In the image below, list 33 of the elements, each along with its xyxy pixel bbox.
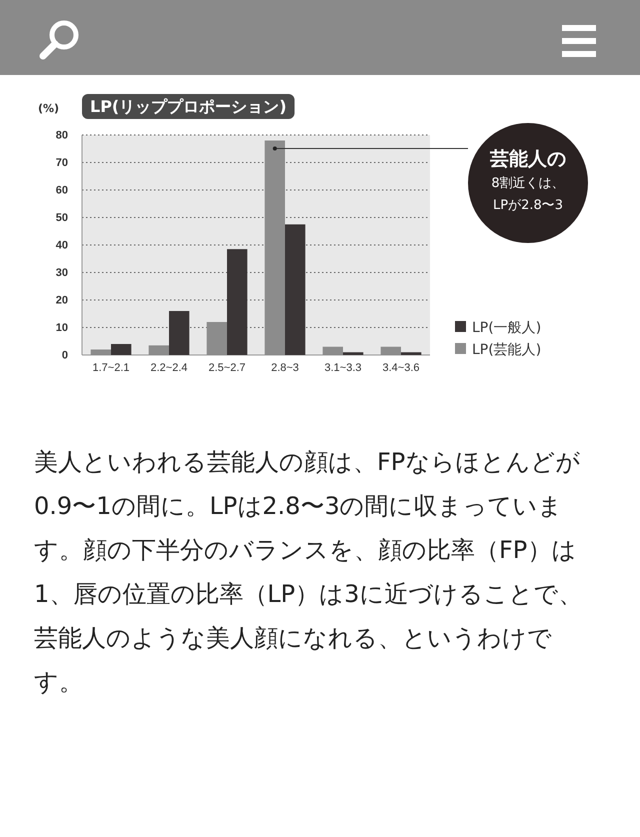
- bar: [111, 344, 132, 355]
- text: 美人といわれる芸能人の顔は、FPならほとんどが0.9〜1の間に。LPは2.8〜3の間に収まっています。顔の下半分のバランスを、顔の比率（FP）は1、唇の位置の比率（LP）は3に近づけることで、芸能人のような美人顔になれる、というわけです。: [34, 447, 584, 698]
- legend-label: LP(一般人): [472, 320, 542, 336]
- bar: [380, 346, 401, 355]
- y-tick-label: 0: [62, 350, 68, 362]
- y-tick-label: 60: [56, 184, 68, 197]
- y-axis-title: (%): [38, 102, 60, 115]
- bar: [343, 352, 364, 355]
- bar: [148, 345, 169, 355]
- chart-title: LP(リッププロポーション): [90, 97, 287, 116]
- bar: [322, 346, 343, 355]
- x-tick-label: 2.8~3: [271, 362, 299, 374]
- bar: [169, 311, 190, 355]
- x-tick-label: 1.7~2.1: [92, 362, 130, 374]
- legend-label: LP(芸能人): [472, 342, 542, 358]
- bar: [206, 322, 227, 355]
- y-tick-label: 30: [56, 267, 68, 280]
- bar: [264, 140, 285, 355]
- x-tick-label: 3.4~3.6: [382, 362, 420, 374]
- x-tick-label: 2.2~2.4: [150, 362, 188, 374]
- x-tick-label: 3.1~3.3: [324, 362, 362, 374]
- y-tick-label: 50: [56, 212, 68, 224]
- bar: [285, 224, 306, 355]
- bar: [90, 350, 111, 355]
- text: 芸能人の 8割近くは、 LPが2.8〜3: [489, 148, 566, 213]
- y-tick-label: 20: [56, 294, 68, 307]
- y-tick-label: 80: [56, 130, 68, 142]
- bar: [401, 352, 422, 355]
- x-tick-label: 2.5~2.7: [208, 362, 246, 374]
- y-tick-label: 40: [56, 240, 68, 252]
- y-tick-label: 10: [56, 322, 68, 334]
- y-tick-label: 70: [56, 157, 68, 170]
- bar: [227, 249, 248, 355]
